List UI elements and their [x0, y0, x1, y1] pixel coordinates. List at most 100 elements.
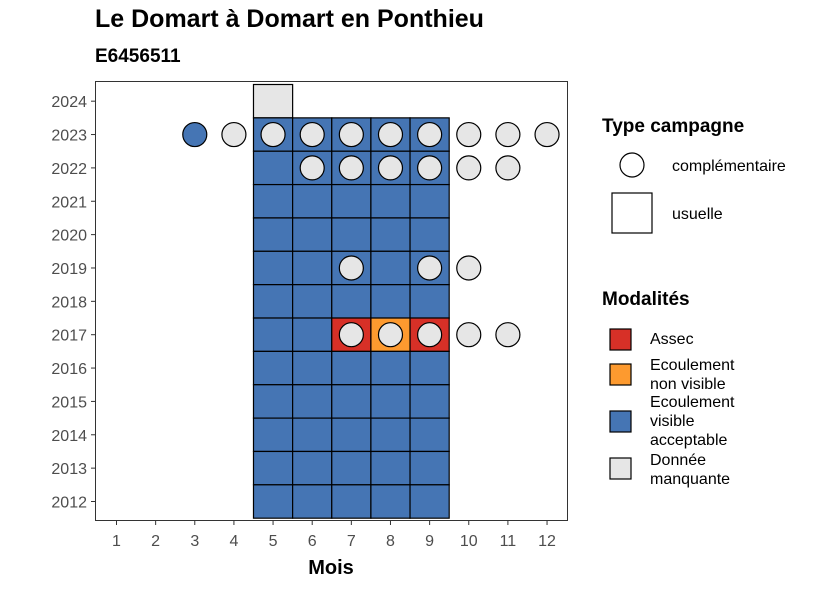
usuelle-cell [292, 284, 333, 319]
y-tick-label: 2015 [51, 394, 87, 411]
legend-label-line: acceptable [650, 432, 728, 449]
complementaire-point [456, 121, 482, 148]
y-tick-label: 2019 [51, 261, 87, 278]
complementaire-point [534, 121, 560, 148]
usuelle-cell [292, 417, 333, 453]
complementaire-point [417, 255, 443, 281]
usuelle-cell [331, 384, 372, 419]
usuelle-cell [252, 83, 294, 119]
complementaire-point [338, 155, 364, 181]
legend-key-assec [609, 328, 632, 351]
y-tick-label: 2023 [51, 128, 87, 145]
usuelle-cell [409, 484, 450, 519]
complementaire-point [456, 322, 482, 348]
usuelle-cell [252, 417, 294, 453]
y-tick-label: 2014 [51, 428, 87, 445]
legend-label-line: Ecoulement [650, 357, 735, 374]
complementaire-point [221, 121, 247, 148]
complementaire-point [456, 155, 482, 181]
usuelle-cell [370, 217, 411, 252]
usuelle-cell [292, 217, 333, 252]
usuelle-cell [292, 450, 333, 486]
chart-subtitle: E6456511 [95, 46, 181, 67]
usuelle-cell [252, 450, 294, 486]
x-tick-label: 6 [308, 533, 317, 550]
usuelle-cell [331, 217, 372, 252]
legend-type-title: Type campagne [602, 116, 745, 137]
complementaire-point [338, 322, 364, 348]
complementaire-point [299, 155, 325, 181]
legend-key-complementaire [619, 152, 645, 178]
legend-key-ecoulement-non-visible [609, 363, 632, 386]
usuelle-cell [331, 350, 372, 386]
legend-label-line: Ecoulement [650, 394, 735, 411]
usuelle-cell [292, 250, 333, 286]
usuelle-cell [409, 450, 450, 486]
usuelle-cell [252, 317, 294, 352]
y-tick-label: 2013 [51, 461, 87, 478]
y-tick-label: 2020 [51, 228, 87, 245]
usuelle-cell [370, 417, 411, 453]
usuelle-cell [370, 484, 411, 519]
legend-label-line: visible [650, 413, 695, 430]
complementaire-point [338, 255, 364, 281]
usuelle-cell [370, 284, 411, 319]
usuelle-cell [331, 284, 372, 319]
legend-key-ecoulement-visible [609, 410, 632, 433]
usuelle-cell [370, 450, 411, 486]
y-tick-label: 2024 [51, 94, 87, 111]
x-tick-label: 5 [269, 533, 278, 550]
usuelle-cell [331, 484, 372, 519]
y-tick-label: 2022 [51, 161, 87, 178]
legend-type-label-usuelle: usuelle [672, 206, 723, 223]
x-tick-label: 2 [151, 533, 160, 550]
usuelle-cell [292, 384, 333, 419]
x-axis: 1 2 3 4 5 6 7 8 9 10 11 12 [112, 520, 556, 550]
legend-modalites-keys [609, 328, 632, 480]
complementaire-point [417, 121, 443, 148]
x-tick-label: 9 [425, 533, 434, 550]
usuelle-cell [409, 417, 450, 453]
x-tick-label: 12 [538, 533, 556, 550]
usuelle-cell [370, 250, 411, 286]
y-tick-label: 2021 [51, 194, 87, 211]
complementaire-points [182, 121, 560, 348]
usuelle-cell [252, 484, 294, 519]
legend-label-line: Donnée [650, 452, 707, 469]
usuelle-cell [331, 417, 372, 453]
usuelle-cell [252, 284, 294, 319]
usuelle-cell [252, 217, 294, 252]
complementaire-point [495, 322, 521, 348]
complementaire-point [377, 322, 404, 348]
y-tick-label: 2012 [51, 495, 87, 512]
complementaire-point [182, 121, 208, 148]
chart-title: Le Domart à Domart en Ponthieu [95, 5, 484, 33]
usuelle-cell [252, 150, 294, 186]
complementaire-point [456, 255, 482, 281]
usuelle-cell [370, 183, 411, 219]
complementaire-point [495, 155, 521, 181]
usuelle-cell [409, 183, 450, 219]
complementaire-point [417, 322, 443, 348]
legend-modalites-title: Modalités [602, 289, 690, 310]
y-tick-label: 2018 [51, 294, 87, 311]
usuelle-cell [292, 317, 333, 352]
complementaire-point [299, 121, 325, 148]
legend-label-line: non visible [650, 376, 726, 393]
y-tick-label: 2016 [51, 361, 87, 378]
usuelle-cell [252, 384, 294, 419]
complementaire-point [377, 155, 404, 181]
legend-label-line: manquante [650, 471, 731, 488]
x-axis-label: Mois [308, 557, 354, 579]
legend-label-donnee-manquante: Donnée manquante [650, 451, 730, 489]
legend-label-assec: Assec [650, 330, 694, 349]
usuelle-cell [409, 384, 450, 419]
complementaire-point [377, 121, 404, 148]
usuelle-cell [252, 250, 294, 286]
complementaire-point [417, 155, 443, 181]
usuelle-cell [331, 183, 372, 219]
x-tick-label: 8 [386, 533, 395, 550]
x-tick-label: 10 [460, 533, 478, 550]
legend-type-label-complementaire: complémentaire [672, 158, 786, 175]
usuelle-cell [292, 484, 333, 519]
